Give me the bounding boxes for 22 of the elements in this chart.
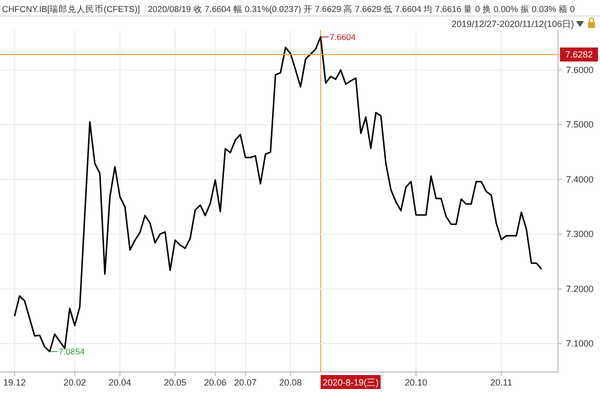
y-tick-label: 7.3000 xyxy=(566,229,594,240)
y-tick-label: 7.5000 xyxy=(566,120,594,130)
chart-title: CHFCNY.IB[瑞郎兑人民币(CFETS)] xyxy=(2,4,140,14)
x-tick-label: 20.07 xyxy=(234,378,257,388)
x-tick-label: 20.05 xyxy=(164,378,186,388)
x-tick-label: 20.04 xyxy=(108,378,132,388)
x-tick-label: 20.02 xyxy=(64,378,86,388)
y-tick-label: 7.6000 xyxy=(566,64,594,75)
ref-line-label: 7.6282 xyxy=(565,50,593,60)
y-tick-label: 7.4000 xyxy=(566,174,594,184)
y-tick-label: 7.1000 xyxy=(566,338,594,349)
text: 2020-8-19(三) xyxy=(322,378,379,388)
x-tick-label: 19.12 xyxy=(3,378,26,388)
x-tick-label: 20.10 xyxy=(404,378,428,388)
chart-subtitle: 2020/08/19 收 7.6604 幅 0.31%(0.0237) 开 7.6629 高 7.6629 低 7.6604 均 7.6616 量 0 换 0.00% 振 0.03% 额 0 xyxy=(148,4,575,14)
text: 2019/12/27-2020/11/12(106日) xyxy=(452,19,574,29)
x-tick-label: 20.11 xyxy=(490,378,512,388)
annotation: 7.0854 xyxy=(58,346,85,357)
x-tick-label: 20.08 xyxy=(279,378,302,388)
x-tick-label: 20.06 xyxy=(204,378,227,388)
y-tick-label: 7.2000 xyxy=(566,284,594,294)
annotation: 7.6604 xyxy=(330,32,356,42)
